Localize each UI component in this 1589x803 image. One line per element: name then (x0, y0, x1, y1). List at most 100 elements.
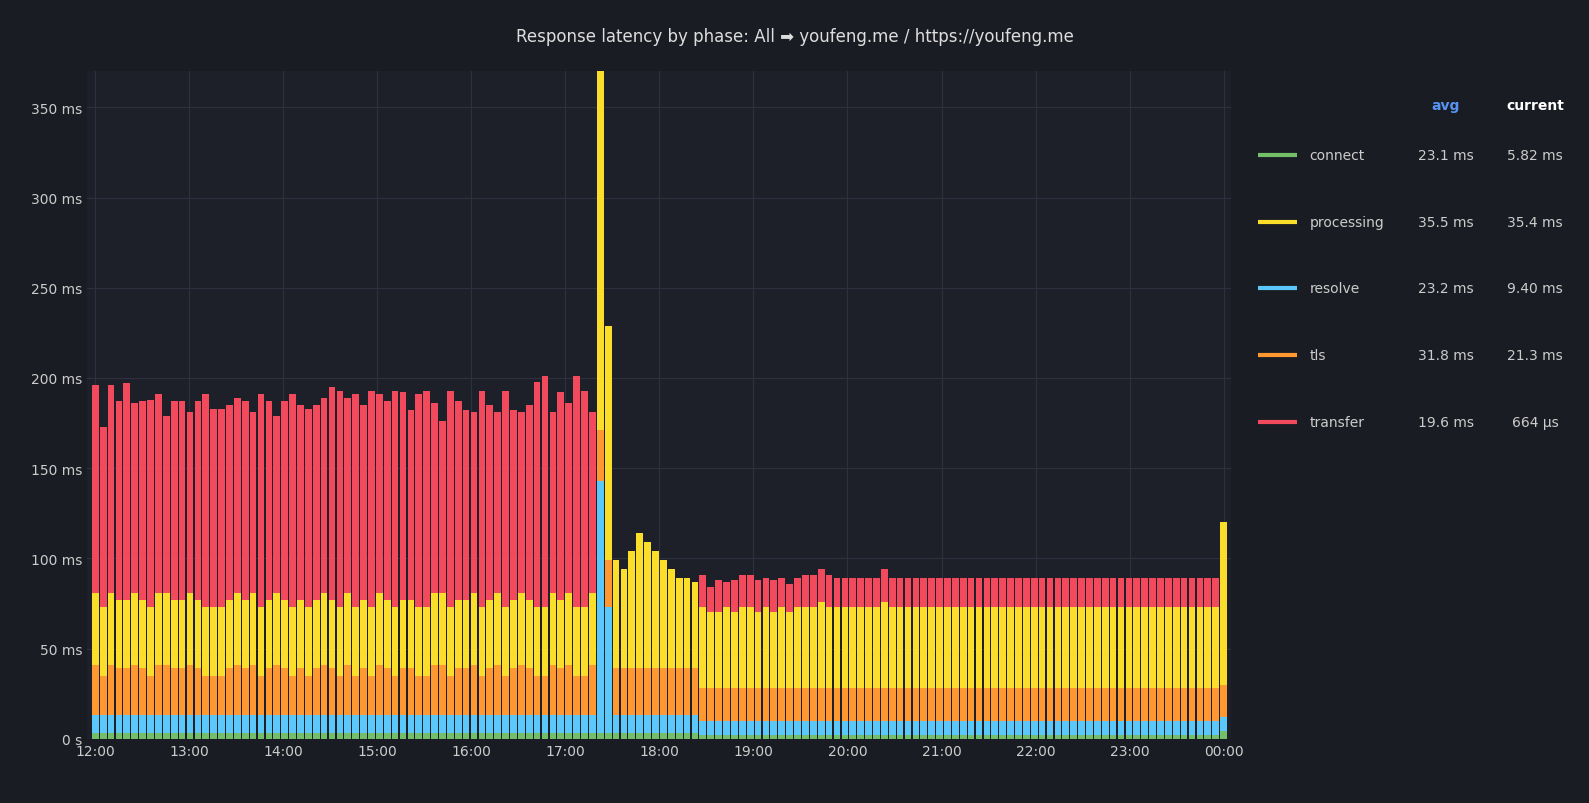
Bar (447, 607, 454, 675)
Bar (605, 733, 612, 739)
Bar (542, 607, 548, 675)
Bar (667, 569, 675, 669)
Bar (842, 607, 849, 688)
Bar (651, 715, 659, 733)
Bar (156, 733, 162, 739)
Bar (502, 607, 508, 675)
Bar (691, 582, 698, 669)
Bar (904, 688, 912, 721)
Bar (1093, 607, 1101, 688)
Bar (345, 593, 351, 665)
Bar (999, 721, 1006, 736)
Bar (415, 607, 423, 675)
Bar (454, 669, 461, 715)
Bar (313, 600, 319, 669)
Bar (337, 715, 343, 733)
Bar (699, 736, 706, 739)
Bar (1212, 607, 1219, 688)
Bar (810, 688, 817, 721)
Bar (494, 413, 501, 593)
Bar (172, 733, 178, 739)
Bar (100, 675, 106, 715)
Bar (999, 578, 1006, 607)
Bar (1157, 736, 1163, 739)
Bar (707, 688, 713, 721)
Bar (1141, 688, 1147, 721)
Bar (1031, 607, 1038, 688)
Bar (1173, 688, 1179, 721)
Bar (944, 721, 950, 736)
Bar (242, 600, 248, 669)
Bar (178, 402, 186, 600)
Bar (779, 721, 785, 736)
Bar (992, 578, 998, 607)
Bar (542, 675, 548, 715)
Bar (194, 733, 202, 739)
Bar (385, 600, 391, 669)
Bar (715, 613, 721, 688)
Bar (1157, 688, 1163, 721)
Bar (644, 733, 651, 739)
Bar (407, 715, 415, 733)
Bar (858, 736, 864, 739)
Bar (952, 736, 958, 739)
Bar (872, 578, 880, 607)
Bar (574, 715, 580, 733)
Bar (1220, 732, 1227, 739)
Bar (794, 721, 801, 736)
Bar (423, 391, 431, 607)
Bar (976, 721, 982, 736)
Bar (558, 733, 564, 739)
Bar (928, 721, 934, 736)
Bar (731, 721, 737, 736)
Bar (1212, 736, 1219, 739)
Bar (731, 688, 737, 721)
Bar (249, 733, 256, 739)
Bar (526, 733, 532, 739)
Bar (644, 542, 651, 669)
Bar (723, 688, 729, 721)
Bar (92, 733, 99, 739)
Bar (407, 411, 415, 600)
Bar (337, 675, 343, 715)
Bar (550, 715, 556, 733)
Bar (1055, 578, 1061, 607)
Bar (794, 688, 801, 721)
Bar (755, 688, 761, 721)
Bar (1071, 736, 1077, 739)
Bar (802, 721, 809, 736)
Bar (124, 715, 130, 733)
Bar (454, 733, 461, 739)
Bar (265, 669, 272, 715)
Bar (880, 569, 888, 602)
Bar (542, 733, 548, 739)
Bar (494, 733, 501, 739)
Bar (872, 607, 880, 688)
Bar (439, 665, 447, 715)
Bar (100, 715, 106, 733)
Bar (234, 398, 240, 593)
Bar (218, 733, 226, 739)
Bar (888, 721, 896, 736)
Bar (337, 607, 343, 675)
Bar (321, 398, 327, 593)
Bar (1133, 578, 1141, 607)
Bar (904, 578, 912, 607)
Bar (486, 733, 493, 739)
Bar (992, 607, 998, 688)
Bar (518, 715, 524, 733)
Bar (683, 578, 690, 669)
Bar (880, 721, 888, 736)
Bar (999, 688, 1006, 721)
Bar (108, 593, 114, 665)
Bar (1125, 688, 1133, 721)
Bar (289, 733, 296, 739)
Bar (834, 721, 841, 736)
Bar (148, 733, 154, 739)
Bar (590, 593, 596, 665)
Bar (249, 715, 256, 733)
Bar (148, 400, 154, 607)
Bar (779, 607, 785, 688)
Bar (864, 688, 872, 721)
Bar (392, 675, 399, 715)
